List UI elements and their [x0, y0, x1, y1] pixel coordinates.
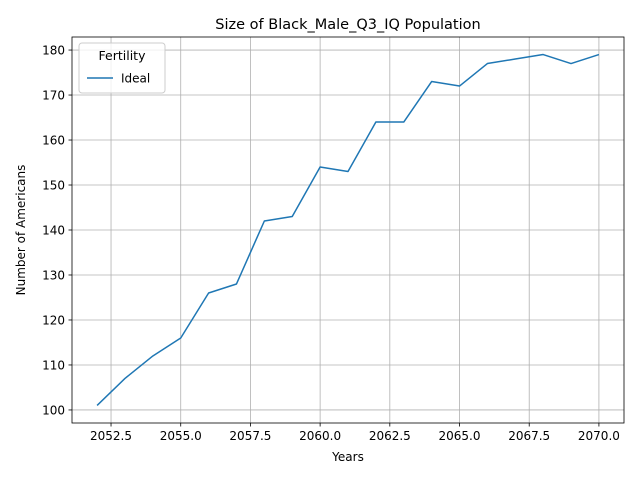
legend: Fertility Ideal — [78, 42, 166, 94]
x-tick-label: 2070.0 — [578, 429, 620, 443]
y-tick-label: 110 — [42, 358, 65, 372]
x-axis-label: Years — [331, 450, 364, 464]
chart-title: Size of Black_Male_Q3_IQ Population — [215, 17, 480, 33]
y-tick-label: 170 — [42, 88, 65, 102]
legend-entries: Ideal — [87, 71, 150, 85]
y-tick-label: 180 — [42, 43, 65, 57]
legend-box — [78, 42, 166, 94]
x-tick-label: 2052.5 — [90, 429, 132, 443]
y-tick-label: 160 — [42, 133, 65, 147]
y-tick-label: 130 — [42, 268, 65, 282]
x-tick-label: 2065.0 — [439, 429, 481, 443]
x-tick-label: 2055.0 — [160, 429, 202, 443]
y-tick-label: 120 — [42, 313, 65, 327]
y-tick-label: 150 — [42, 178, 65, 192]
x-tick-label: 2067.5 — [508, 429, 550, 443]
x-tick-label: 2057.5 — [229, 429, 271, 443]
series-line-ideal — [96, 53, 600, 406]
x-tick-label: 2060.0 — [299, 429, 341, 443]
x-axis-ticks: 2052.5 2055.0 2057.5 2060.0 2062.5 2065.0 2067… — [90, 423, 620, 443]
x-tick-label: 2062.5 — [369, 429, 411, 443]
y-tick-label: 140 — [42, 223, 65, 237]
legend-entry-label: Ideal — [121, 71, 150, 85]
y-axis-label: Number of Americans — [14, 165, 28, 296]
y-axis-ticks: 100 110 120 130 140 150 160 170 180 — [42, 43, 72, 417]
series-layer — [96, 53, 600, 406]
y-tick-label: 100 — [42, 403, 65, 417]
grid-lines — [72, 37, 624, 423]
legend-title: Fertility — [99, 48, 147, 63]
